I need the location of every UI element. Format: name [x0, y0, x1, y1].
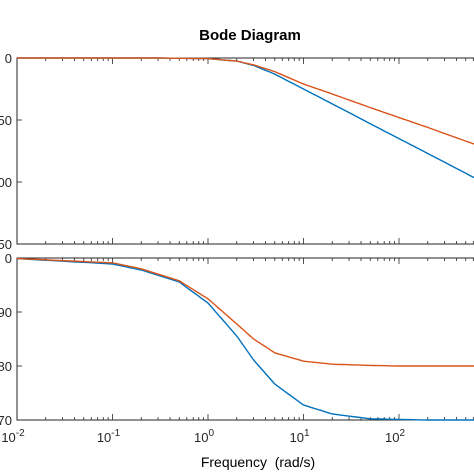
phase-axes	[16, 257, 474, 421]
phase-panel: 0 -90 -180 -27010-2 10-1 100 101 102	[0, 251, 474, 445]
magnitude-lines	[17, 57, 474, 179]
magnitude-ytick-label: 0	[5, 51, 12, 66]
phase-series-1-line	[16, 257, 474, 421]
chart-title: Bode Diagram	[199, 27, 301, 44]
magnitude-ytick-label: -150	[0, 237, 12, 252]
phase-ytick-label: -90	[0, 305, 12, 320]
x-axis-label: Frequency (rad/s)	[201, 454, 315, 470]
magnitude-ytick-label: -50	[0, 113, 12, 128]
phase-lines	[16, 257, 474, 421]
phase-ticks: 0 -90 -180 -27010-2 10-1 100 101 102	[0, 251, 474, 445]
magnitude-series-2-line	[17, 57, 474, 145]
phase-ytick-label: 0	[5, 251, 12, 266]
xtick-label: 10-2	[1, 428, 25, 445]
magnitude-panel: 0 -50 -100 -150	[0, 51, 474, 252]
xtick-label: 102	[385, 428, 405, 445]
phase-ytick-label: -180	[0, 359, 12, 374]
phase-series-2-line	[16, 257, 474, 367]
magnitude-axes	[16, 57, 474, 245]
xtick-label: 101	[289, 428, 309, 445]
xtick-label: 100	[194, 428, 214, 445]
xtick-label: 10-1	[97, 428, 121, 445]
phase-ytick-label: -270	[0, 413, 12, 428]
magnitude-ytick-label: -100	[0, 175, 12, 190]
